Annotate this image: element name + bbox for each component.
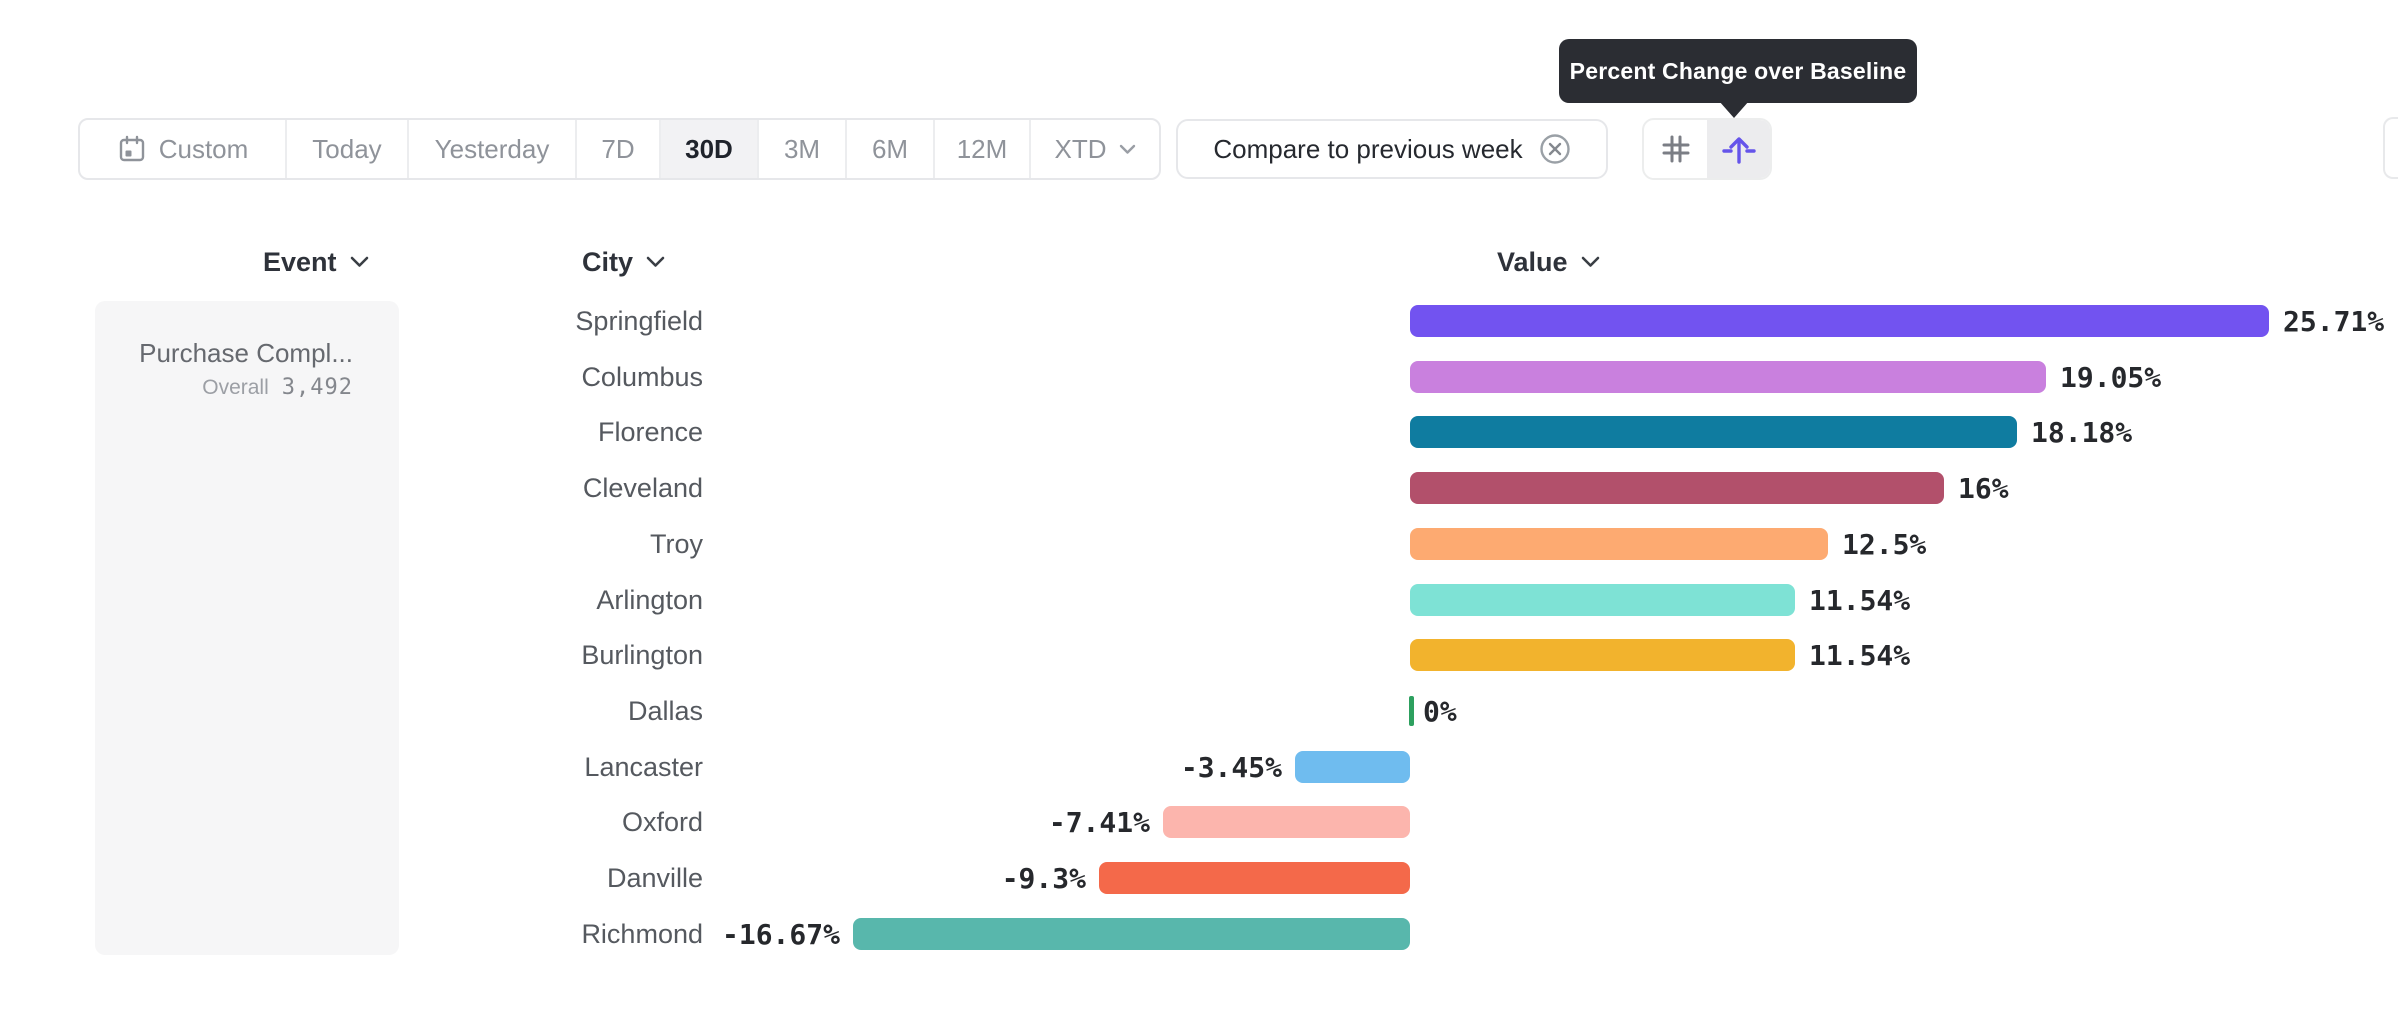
range-button-12m[interactable]: 12M bbox=[935, 120, 1031, 178]
partial-button-right-edge[interactable] bbox=[2383, 117, 2398, 179]
column-header-value-label: Value bbox=[1497, 246, 1568, 277]
range-button-custom[interactable]: Custom bbox=[80, 120, 287, 178]
city-label: Cleveland bbox=[582, 473, 703, 503]
value-label: -3.45% bbox=[1180, 751, 1282, 784]
value-bar[interactable] bbox=[1410, 416, 2017, 448]
range-label: Today bbox=[312, 133, 382, 164]
city-label: Burlington bbox=[581, 640, 703, 670]
range-button-30d[interactable]: 30D bbox=[661, 120, 759, 178]
chevron-down-icon bbox=[646, 256, 665, 267]
chart-row-arlington: Arlington 11.54% bbox=[0, 572, 2398, 628]
value-label: 16% bbox=[1958, 472, 2009, 505]
chart-row-troy: Troy 12.5% bbox=[0, 516, 2398, 572]
value-bar[interactable] bbox=[1409, 696, 1414, 726]
chart-row-columbus: Columbus 19.05% bbox=[0, 349, 2398, 405]
value-label: 19.05% bbox=[2060, 361, 2162, 394]
range-label: Yesterday bbox=[434, 133, 550, 164]
city-label: Columbus bbox=[581, 362, 703, 392]
value-bar[interactable] bbox=[1410, 584, 1795, 616]
chart-row-dallas: Dallas 0% bbox=[0, 683, 2398, 739]
overall-label: Overall bbox=[202, 376, 269, 399]
chart-row-richmond: Richmond -16.67% bbox=[0, 906, 2398, 962]
value-label: 11.54% bbox=[1809, 639, 1911, 672]
chevron-down-icon bbox=[350, 256, 368, 267]
tooltip: Percent Change over Baseline bbox=[1559, 39, 1917, 103]
chart-row-lancaster: Lancaster -3.45% bbox=[0, 739, 2398, 795]
range-label: 30D bbox=[685, 133, 733, 164]
value-bar[interactable] bbox=[853, 918, 1410, 950]
value-bar[interactable] bbox=[1410, 361, 2046, 393]
chart-row-danville: Danville -9.3% bbox=[0, 850, 2398, 906]
range-label: 3M bbox=[783, 133, 821, 164]
grid-icon bbox=[1662, 135, 1689, 163]
city-label: Dallas bbox=[627, 696, 703, 726]
range-label: 7D bbox=[601, 133, 635, 164]
percent-change-baseline-button[interactable] bbox=[1707, 120, 1770, 178]
range-button-7d[interactable]: 7D bbox=[577, 120, 661, 178]
range-button-yesterday[interactable]: Yesterday bbox=[409, 120, 577, 178]
value-label: 18.18% bbox=[2031, 416, 2133, 449]
grid-view-button[interactable] bbox=[1644, 120, 1707, 178]
value-bar[interactable] bbox=[1410, 639, 1795, 671]
value-label: -9.3% bbox=[1001, 862, 1086, 895]
close-circle-icon[interactable] bbox=[1539, 133, 1571, 165]
range-button-today[interactable]: Today bbox=[287, 120, 409, 178]
value-bar[interactable] bbox=[1410, 528, 1828, 560]
chevron-down-icon bbox=[1581, 256, 1599, 267]
chart-row-burlington: Burlington 11.54% bbox=[0, 627, 2398, 683]
event-name: Purchase Compl... bbox=[139, 338, 353, 368]
compare-button[interactable]: Compare to previous week bbox=[1176, 119, 1608, 179]
date-range-control: Custom Today Yesterday 7D 30D 3M 6M 12M XTD bbox=[78, 118, 1161, 180]
city-label: Oxford bbox=[621, 807, 703, 837]
value-label: -7.41% bbox=[1048, 806, 1150, 839]
value-bar[interactable] bbox=[1410, 305, 2269, 337]
value-label: 0% bbox=[1423, 695, 1457, 728]
chart-row-oxford: Oxford -7.41% bbox=[0, 794, 2398, 850]
city-label: Troy bbox=[650, 529, 703, 559]
tooltip-text: Percent Change over Baseline bbox=[1569, 57, 1907, 84]
range-label: 6M bbox=[871, 133, 909, 164]
overall-value: 3,492 bbox=[281, 375, 353, 400]
chart-row-springfield: Springfield 25.71% bbox=[0, 293, 2398, 349]
event-card[interactable]: Purchase Compl... Overall 3,492 bbox=[95, 301, 399, 955]
percent-change-baseline-icon bbox=[1721, 137, 1756, 164]
tooltip-caret bbox=[1719, 101, 1749, 118]
column-header-city[interactable]: City bbox=[582, 240, 665, 284]
view-toggle bbox=[1642, 118, 1772, 180]
range-label: Custom bbox=[158, 133, 249, 164]
chart-row-cleveland: Cleveland 16% bbox=[0, 460, 2398, 516]
value-label: -16.67% bbox=[721, 918, 840, 951]
column-header-event[interactable]: Event bbox=[263, 240, 369, 284]
value-label: 25.71% bbox=[2283, 305, 2385, 338]
range-button-6m[interactable]: 6M bbox=[847, 120, 935, 178]
chart-row-florence: Florence 18.18% bbox=[0, 404, 2398, 460]
value-bar[interactable] bbox=[1099, 862, 1410, 894]
city-label: Springfield bbox=[575, 306, 703, 336]
city-label: Richmond bbox=[581, 919, 703, 949]
value-label: 11.54% bbox=[1809, 584, 1911, 617]
range-button-xtd[interactable]: XTD bbox=[1031, 120, 1159, 178]
column-header-city-label: City bbox=[582, 246, 634, 277]
column-header-value[interactable]: Value bbox=[1497, 240, 1600, 284]
city-label: Danville bbox=[606, 863, 703, 893]
value-bar[interactable] bbox=[1163, 806, 1410, 838]
compare-label: Compare to previous week bbox=[1213, 133, 1523, 164]
event-overall-row: Overall 3,492 bbox=[95, 375, 353, 400]
range-label: XTD bbox=[1054, 133, 1107, 164]
city-label: Arlington bbox=[596, 585, 703, 615]
value-bar[interactable] bbox=[1295, 751, 1410, 783]
value-label: 12.5% bbox=[1842, 528, 1927, 561]
range-button-3m[interactable]: 3M bbox=[759, 120, 847, 178]
chevron-down-icon bbox=[1119, 144, 1135, 154]
city-label: Florence bbox=[597, 417, 703, 447]
city-label: Lancaster bbox=[584, 752, 703, 782]
value-bar[interactable] bbox=[1410, 472, 1944, 504]
column-header-event-label: Event bbox=[263, 246, 337, 277]
calendar-icon bbox=[119, 135, 144, 162]
range-label: 12M bbox=[956, 133, 1008, 164]
